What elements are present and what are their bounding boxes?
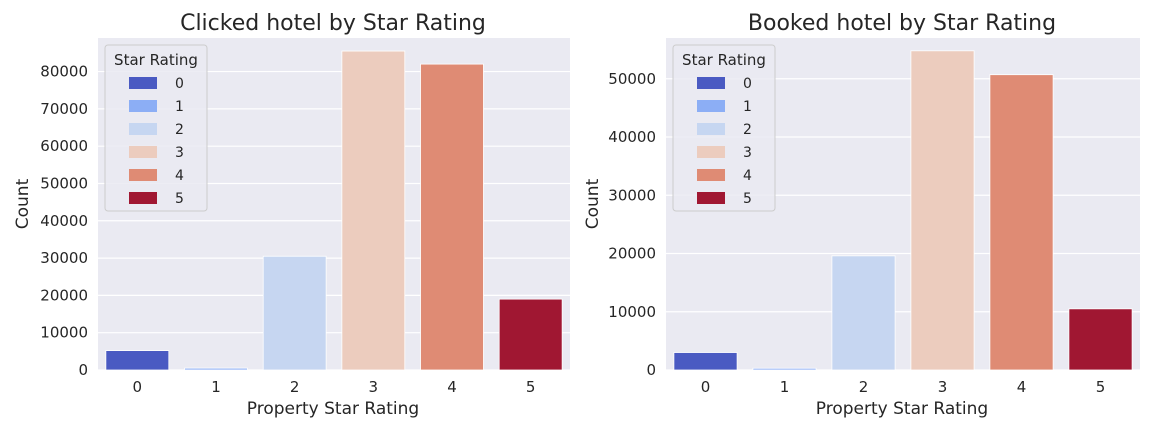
bar-3 bbox=[341, 50, 406, 371]
legend-entry-label: 2 bbox=[743, 122, 752, 138]
y-axis-label: Count bbox=[13, 178, 33, 229]
bar-2 bbox=[262, 255, 327, 371]
chart-title: Booked hotel by Star Rating bbox=[748, 11, 1056, 36]
legend-swatch-3 bbox=[697, 146, 725, 158]
legend-swatch-0 bbox=[697, 77, 725, 89]
x-axis-label: Property Star Rating bbox=[247, 399, 419, 419]
chart-panel-1: 0 10000 20000 30000 40000 50000 0 1 2 3 4 5 Booked h… bbox=[583, 11, 1140, 419]
legend-entry-label: 3 bbox=[175, 145, 184, 161]
legend: Star Rating 0 1 2 3 4 5 bbox=[672, 44, 776, 212]
legend-swatch-2 bbox=[129, 123, 157, 135]
legend-entry-label: 4 bbox=[175, 168, 184, 184]
legend-title: Star Rating bbox=[682, 51, 766, 69]
legend-entry-label: 0 bbox=[743, 76, 752, 92]
bar-4 bbox=[420, 63, 484, 371]
legend-swatch-0 bbox=[129, 77, 157, 89]
y-tick-label: 10000 bbox=[608, 303, 656, 321]
legend: Star Rating 0 1 2 3 4 5 bbox=[104, 44, 208, 212]
bar-0 bbox=[673, 352, 738, 371]
legend-swatch-5 bbox=[129, 192, 157, 204]
legend-entry-label: 1 bbox=[743, 99, 752, 115]
legend-swatch-1 bbox=[129, 100, 157, 112]
y-tick-label: 80000 bbox=[40, 63, 88, 81]
chart-title: Clicked hotel by Star Rating bbox=[180, 11, 486, 36]
y-tick-label: 60000 bbox=[40, 137, 88, 155]
x-tick-label: 2 bbox=[290, 378, 300, 396]
legend-swatch-4 bbox=[129, 169, 157, 181]
x-tick-label: 2 bbox=[859, 378, 869, 396]
x-tick-label: 5 bbox=[1096, 378, 1106, 396]
legend-entry-label: 5 bbox=[175, 191, 184, 207]
legend-entry-label: 3 bbox=[743, 145, 752, 161]
bar-5 bbox=[1068, 308, 1133, 371]
x-tick-label: 3 bbox=[938, 378, 948, 396]
x-tick-label: 5 bbox=[526, 378, 536, 396]
legend-entry-label: 1 bbox=[175, 99, 184, 115]
y-tick-label: 50000 bbox=[40, 174, 88, 192]
legend-entry-label: 0 bbox=[175, 76, 184, 92]
y-tick-label: 10000 bbox=[40, 324, 88, 342]
x-axis-label: Property Star Rating bbox=[816, 399, 988, 419]
legend-swatch-2 bbox=[697, 123, 725, 135]
bar-5 bbox=[498, 298, 563, 371]
bar-1 bbox=[752, 367, 817, 371]
legend-swatch-3 bbox=[129, 146, 157, 158]
x-tick-label: 1 bbox=[211, 378, 221, 396]
legend-entry-label: 2 bbox=[175, 122, 184, 138]
x-tick-label: 4 bbox=[447, 378, 457, 396]
legend-entry-label: 4 bbox=[743, 168, 752, 184]
bar-1 bbox=[184, 367, 248, 371]
y-tick-label: 20000 bbox=[40, 286, 88, 304]
x-tick-label: 4 bbox=[1017, 378, 1027, 396]
y-tick-label: 40000 bbox=[608, 128, 656, 146]
y-tick-label: 30000 bbox=[608, 186, 656, 204]
bar-3 bbox=[910, 50, 975, 371]
legend-swatch-4 bbox=[697, 169, 725, 181]
y-axis-label: Count bbox=[583, 178, 603, 229]
bar-4 bbox=[989, 74, 1054, 371]
x-tick-label: 1 bbox=[780, 378, 790, 396]
x-tick-label: 0 bbox=[133, 378, 143, 396]
legend-title: Star Rating bbox=[114, 51, 198, 69]
bar-0 bbox=[105, 350, 170, 371]
y-tick-label: 30000 bbox=[40, 249, 88, 267]
y-tick-label: 20000 bbox=[608, 245, 656, 263]
y-tick-label: 50000 bbox=[608, 70, 656, 88]
legend-swatch-5 bbox=[697, 192, 725, 204]
y-tick-label: 70000 bbox=[40, 100, 88, 118]
x-tick-label: 3 bbox=[369, 378, 379, 396]
bar-2 bbox=[831, 255, 896, 371]
legend-swatch-1 bbox=[697, 100, 725, 112]
y-tick-label: 0 bbox=[646, 361, 656, 379]
y-tick-label: 0 bbox=[78, 361, 88, 379]
chart-panel-0: 0 10000 20000 30000 40000 50000 60000 70000 8000… bbox=[13, 11, 570, 419]
x-tick-label: 0 bbox=[701, 378, 711, 396]
legend-entry-label: 5 bbox=[743, 191, 752, 207]
y-tick-label: 40000 bbox=[40, 212, 88, 230]
